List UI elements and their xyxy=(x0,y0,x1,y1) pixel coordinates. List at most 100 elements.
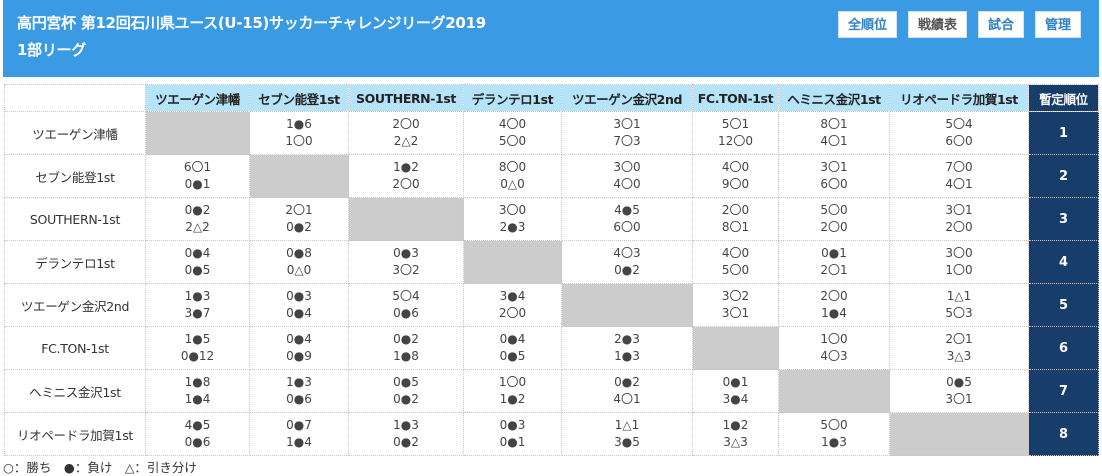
match-score: 1●6 xyxy=(286,117,312,131)
self-match-cell xyxy=(778,369,890,413)
result-cell: 6〇1 0●1 xyxy=(145,154,250,198)
result-cell: 3〇2 3〇1 xyxy=(692,283,779,327)
self-match-cell xyxy=(145,111,250,155)
provisional-rank: 3 xyxy=(1028,197,1099,241)
match-score: 2〇0 xyxy=(498,306,527,320)
match-score: 0●5 xyxy=(499,349,526,363)
match-score: 1〇0 xyxy=(498,375,527,389)
legend: ○：勝ち ●：負け △：引き分け xyxy=(3,460,197,475)
result-cell: 4〇0 9〇0 xyxy=(692,154,779,198)
row-header-team: セブン能登1st xyxy=(4,154,146,198)
match-score: 1●3 xyxy=(286,375,312,389)
match-score: 5〇3 xyxy=(945,306,973,320)
match-score: 2〇1 xyxy=(285,203,313,217)
match-score: 2●3 xyxy=(499,220,526,234)
match-score: 0●4 xyxy=(184,246,211,260)
column-header-row: ツエーゲン津幡 セブン能登1st SOUTHERN-1st デランテロ1st ツ… xyxy=(4,84,1099,112)
match-score: 4〇3 xyxy=(613,246,641,260)
match-score: 2△2 xyxy=(393,134,419,148)
results-table-button[interactable]: 戦績表 xyxy=(907,11,967,38)
match-score: 3●4 xyxy=(722,392,749,406)
row-header-team: SOUTHERN-1st xyxy=(4,197,146,241)
match-score: 4〇0 xyxy=(721,160,750,174)
match-score: 2〇0 xyxy=(721,203,750,217)
match-score: 4〇1 xyxy=(945,177,973,191)
match-score: 1●3 xyxy=(614,349,640,363)
column-header-team: ツエーゲン津幡 xyxy=(145,84,250,112)
result-cell: 4〇3 0●2 xyxy=(561,240,693,284)
result-cell: 0●1 3●4 xyxy=(692,369,779,413)
result-cell: 0●2 2△2 xyxy=(145,197,250,241)
result-cell: 3〇0 4〇0 xyxy=(561,154,693,198)
match-score: 5〇4 xyxy=(392,289,420,303)
all-rankings-button[interactable]: 全順位 xyxy=(837,11,897,38)
page-title: 高円宮杯 第12回石川県ユース(U-15)サッカーチャレンジリーグ2019 1部… xyxy=(17,14,486,59)
match-score: 0●5 xyxy=(946,375,972,389)
match-score: 0●8 xyxy=(286,246,312,260)
match-score: 6〇0 xyxy=(613,220,641,234)
result-cell: 3〇0 2●3 xyxy=(463,197,562,241)
match-score: 0●3 xyxy=(286,289,312,303)
match-score: 1●4 xyxy=(286,435,312,449)
match-score: 3〇2 xyxy=(721,289,750,303)
match-score: 4●5 xyxy=(184,418,211,432)
match-score: 1△1 xyxy=(614,418,640,432)
page-header: 高円宮杯 第12回石川県ユース(U-15)サッカーチャレンジリーグ2019 1部… xyxy=(3,0,1099,77)
result-cell: 8〇1 4〇1 xyxy=(778,111,890,155)
match-score: 0●2 xyxy=(393,392,419,406)
result-cell: 1〇0 1●2 xyxy=(463,369,562,413)
match-score: 5〇0 xyxy=(820,418,848,432)
self-match-cell xyxy=(463,240,562,284)
result-cell: 1△1 5〇3 xyxy=(889,283,1029,327)
results-grid-body: ツエーゲン津幡 1●6 1〇0 2〇0 2△2 4〇0 5〇0 3〇1 7〇3 5〇1 12〇0 8〇… xyxy=(4,111,1099,456)
match-score: 1●2 xyxy=(722,418,749,432)
result-cell: 1●2 2〇0 xyxy=(348,154,464,198)
match-score: 3△3 xyxy=(723,435,748,449)
matches-button[interactable]: 試合 xyxy=(977,11,1024,38)
result-cell: 0●4 0●5 xyxy=(463,326,562,370)
match-score: 0●3 xyxy=(499,418,526,432)
match-score: 0●1 xyxy=(722,375,749,389)
match-score: 0●1 xyxy=(821,246,847,260)
match-score: 3〇1 xyxy=(945,392,973,406)
match-score: 0●2 xyxy=(286,220,312,234)
match-score: 3〇0 xyxy=(613,160,641,174)
match-score: 6〇0 xyxy=(945,134,973,148)
result-cell: 3〇1 6〇0 xyxy=(778,154,890,198)
match-score: 0●2 xyxy=(184,203,211,217)
match-score: 0●2 xyxy=(614,375,640,389)
match-score: 0●4 xyxy=(286,306,312,320)
row-header-team: リオペードラ加賀1st xyxy=(4,412,146,456)
result-cell: 3〇0 1〇0 xyxy=(889,240,1029,284)
row-header-team: ツエーゲン津幡 xyxy=(4,111,146,155)
match-score: 1●3 xyxy=(393,418,419,432)
match-score: 5〇4 xyxy=(945,117,973,131)
self-match-cell xyxy=(692,326,779,370)
match-score: 2△2 xyxy=(185,220,210,234)
match-score: 1●4 xyxy=(184,392,211,406)
match-score: 0●2 xyxy=(393,435,419,449)
match-score: 3〇1 xyxy=(945,203,973,217)
column-header-team: ツエーゲン金沢2nd xyxy=(561,84,693,112)
match-score: 1●8 xyxy=(184,375,211,389)
header-nav: 全順位 戦績表 試合 管理 xyxy=(837,11,1081,38)
match-score: 3△3 xyxy=(946,349,972,363)
admin-button[interactable]: 管理 xyxy=(1034,11,1081,38)
match-score: 7〇3 xyxy=(613,134,641,148)
table-row: ヘミニス金沢1st 1●8 1●4 1●3 0●6 0●5 0●2 1〇0 1●2 0●2 4〇1 0… xyxy=(4,369,1099,413)
column-header-team: リオペードラ加賀1st xyxy=(889,84,1029,112)
result-cell: 0●4 0●5 xyxy=(145,240,250,284)
result-cell: 0●3 0●4 xyxy=(249,283,349,327)
match-score: 1●2 xyxy=(499,392,526,406)
match-score: 2〇0 xyxy=(392,177,420,191)
match-score: 5〇0 xyxy=(820,203,848,217)
match-score: 5〇1 xyxy=(721,117,750,131)
result-cell: 5〇0 2〇0 xyxy=(778,197,890,241)
result-cell: 1●8 1●4 xyxy=(145,369,250,413)
result-cell: 5〇4 0●6 xyxy=(348,283,464,327)
match-score: 0●3 xyxy=(393,246,419,260)
match-score: 1●4 xyxy=(821,306,847,320)
result-cell: 2〇0 8〇1 xyxy=(692,197,779,241)
result-cell: 1△1 3●5 xyxy=(561,412,693,456)
match-score: 3〇0 xyxy=(945,246,973,260)
